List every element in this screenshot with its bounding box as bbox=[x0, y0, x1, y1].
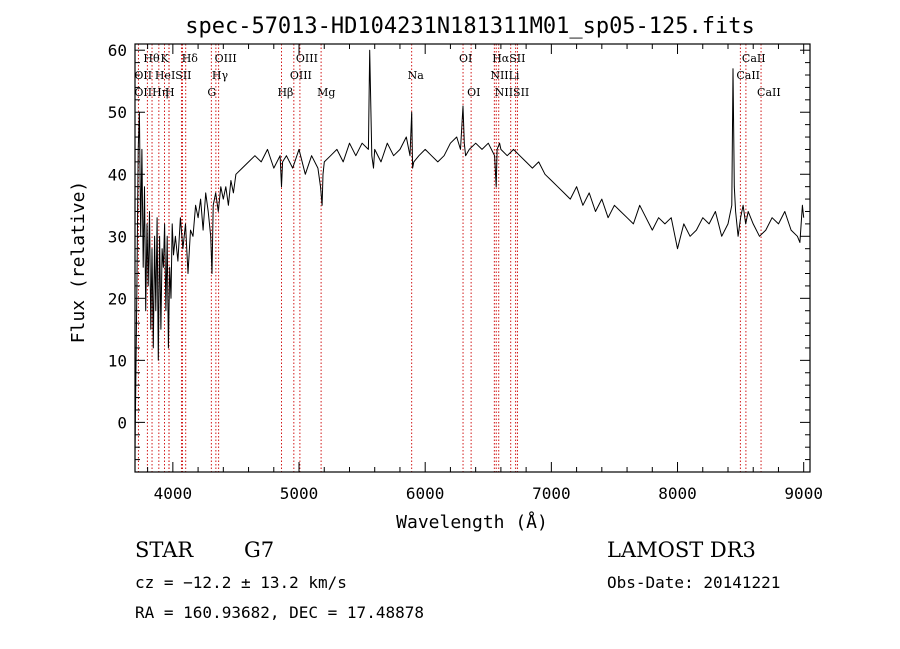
x-tick-label: 8000 bbox=[658, 484, 697, 503]
y-axis-label: Flux (relative) bbox=[68, 181, 89, 344]
line-label: OIII bbox=[215, 52, 237, 65]
x-tick-label: 7000 bbox=[532, 484, 571, 503]
line-label: CaII bbox=[742, 52, 766, 65]
line-label: HeISII bbox=[155, 69, 192, 82]
line-label: OI bbox=[467, 86, 480, 99]
line-label: Hγ bbox=[212, 69, 229, 82]
chart-title: spec-57013-HD104231N181311M01_sp05-125.f… bbox=[185, 14, 755, 39]
line-label: OIII bbox=[290, 69, 312, 82]
line-label: G bbox=[207, 86, 216, 99]
line-label: K bbox=[161, 52, 170, 65]
observation-date: Obs-Date: 20141221 bbox=[607, 573, 781, 592]
plot-frame bbox=[134, 43, 811, 473]
line-label: HαSII bbox=[492, 52, 525, 65]
line-label: Mg bbox=[317, 86, 335, 99]
line-label: OII bbox=[134, 69, 152, 82]
spectrum-layer bbox=[134, 49, 805, 454]
x-tick-label: 4000 bbox=[154, 484, 193, 503]
x-axis-label: Wavelength (Å) bbox=[396, 511, 548, 533]
y-tick-label: 60 bbox=[108, 41, 127, 60]
coordinates: RA = 160.93682, DEC = 17.48878 bbox=[135, 603, 424, 622]
line-label: OIII bbox=[296, 52, 318, 65]
y-tick-label: 50 bbox=[108, 103, 127, 122]
line-label: CaII bbox=[736, 69, 760, 82]
line-label: OI bbox=[459, 52, 472, 65]
line-label: Na bbox=[408, 69, 425, 82]
spectrum-line bbox=[134, 49, 805, 454]
x-tick-label: 6000 bbox=[406, 484, 445, 503]
line-markers-group bbox=[137, 44, 762, 472]
y-tick-label: 30 bbox=[108, 227, 127, 246]
y-ticks-group: 0 10 20 30 40 50 60 bbox=[108, 41, 810, 461]
y-tick-label: 40 bbox=[108, 165, 127, 184]
redshift-velocity: cz = −12.2 ± 13.2 km/s bbox=[135, 573, 347, 592]
line-label: NIISII bbox=[495, 86, 530, 99]
x-ticks-group: 4000 5000 6000 7000 8000 9000 bbox=[147, 44, 823, 503]
y-tick-label: 10 bbox=[108, 351, 127, 370]
line-label: Hβ bbox=[277, 86, 293, 99]
line-label: OIIHη bbox=[134, 86, 168, 99]
line-label: Hθ bbox=[143, 52, 160, 65]
line-label: CaII bbox=[757, 86, 781, 99]
x-tick-label: 9000 bbox=[784, 484, 823, 503]
x-tick-label: 5000 bbox=[280, 484, 319, 503]
object-class: STAR bbox=[135, 538, 194, 562]
y-tick-label: 20 bbox=[108, 289, 127, 308]
line-label: NIILi bbox=[490, 69, 520, 82]
line-label: Hδ bbox=[182, 52, 199, 65]
object-subclass: G7 bbox=[244, 538, 275, 562]
survey-name: LAMOST DR3 bbox=[607, 538, 756, 562]
line-label: H bbox=[165, 86, 175, 99]
y-tick-label: 0 bbox=[117, 413, 127, 432]
line-labels-group: Hθ K Hδ OIII OIII OI HαSII CaII OII HeISII Hγ OIII N… bbox=[134, 52, 780, 99]
